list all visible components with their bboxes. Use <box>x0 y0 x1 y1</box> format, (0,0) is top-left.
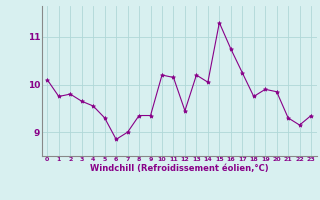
X-axis label: Windchill (Refroidissement éolien,°C): Windchill (Refroidissement éolien,°C) <box>90 164 268 173</box>
